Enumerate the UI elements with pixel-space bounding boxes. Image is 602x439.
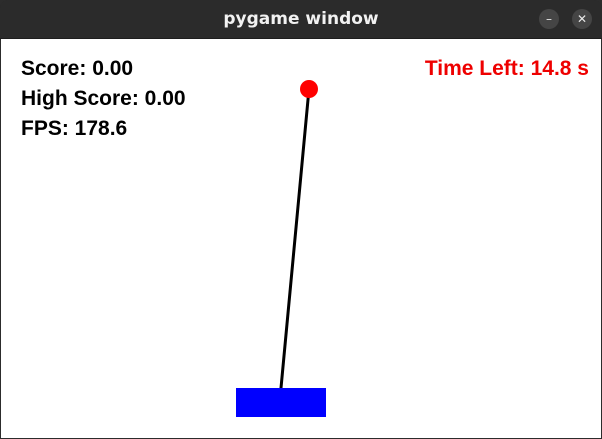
minimize-icon: – (546, 12, 552, 26)
window-title: pygame window (223, 9, 379, 29)
time-left-text: Time Left: 14.8 s (424, 57, 589, 80)
title-bar[interactable]: pygame window – ✕ (0, 0, 602, 39)
close-icon: ✕ (576, 12, 588, 26)
close-button[interactable]: ✕ (572, 9, 592, 29)
pendulum-rod (279, 87, 311, 390)
fps-text: FPS: 178.6 (21, 117, 128, 140)
game-canvas[interactable]: Score: 0.00 High Score: 0.00 FPS: 178.6 … (1, 39, 601, 438)
pendulum-bob (300, 80, 318, 98)
cart (236, 388, 326, 417)
high-score-text: High Score: 0.00 (21, 87, 186, 110)
pendulum-scene (236, 80, 326, 417)
minimize-button[interactable]: – (539, 9, 559, 29)
score-text: Score: 0.00 (21, 57, 134, 80)
